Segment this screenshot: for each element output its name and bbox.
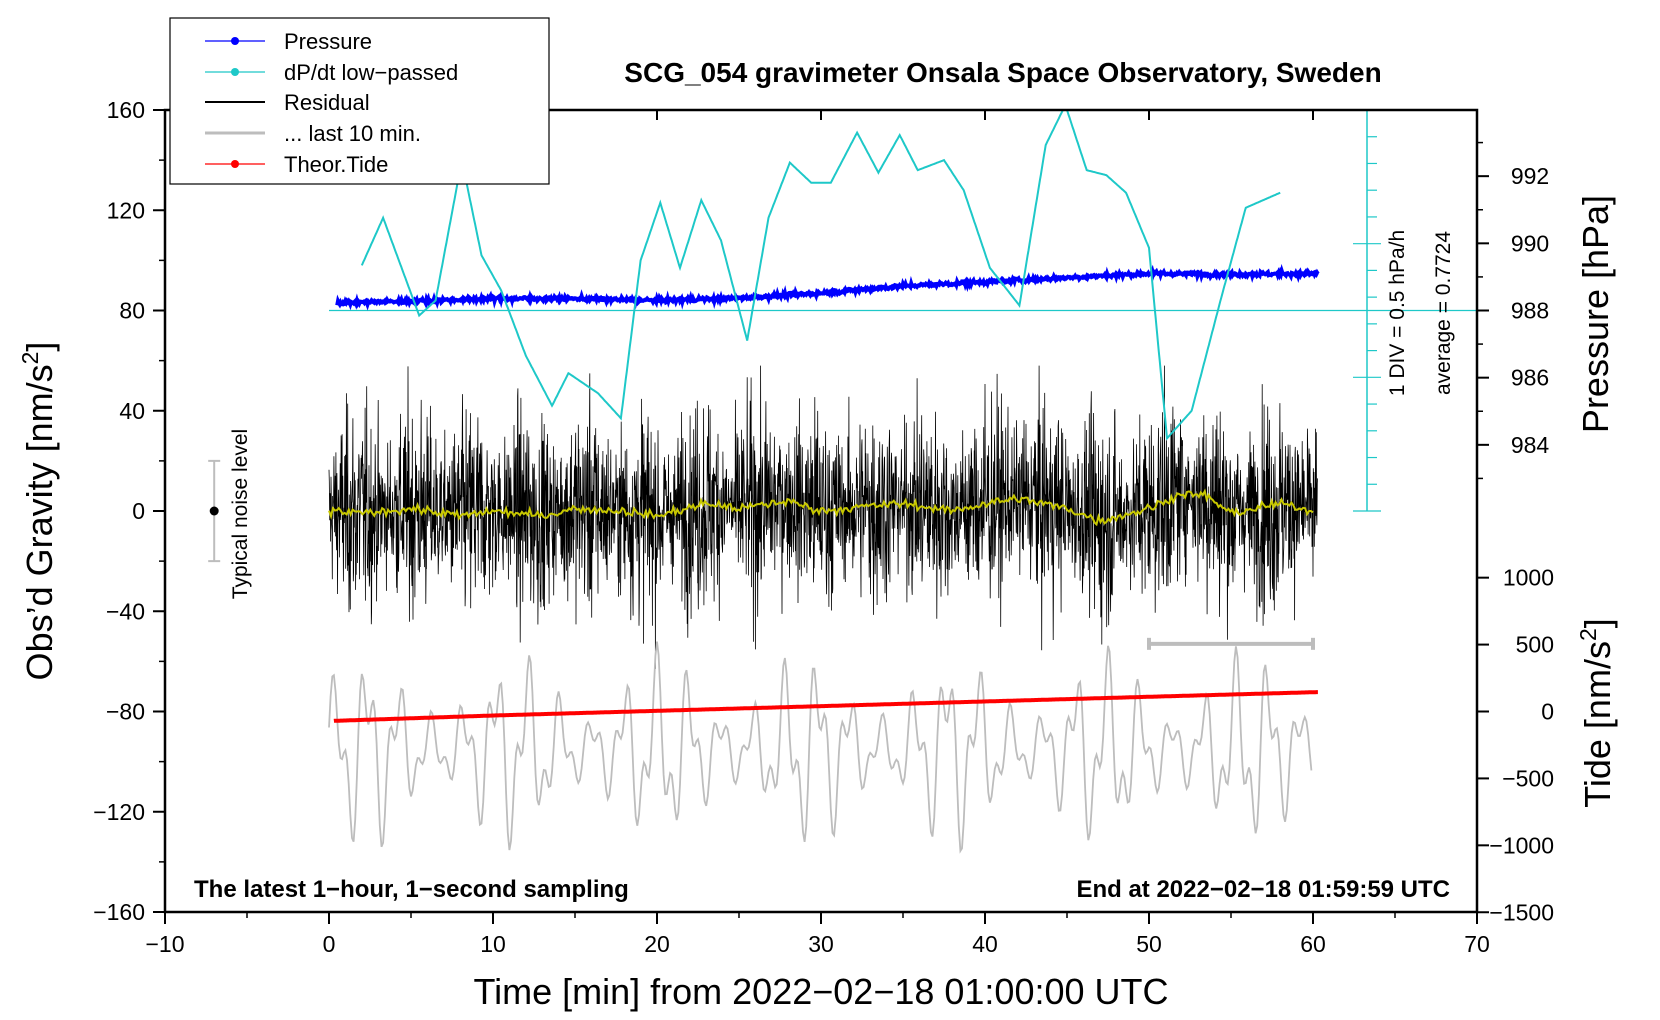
- pressure-tick-label: 984: [1511, 432, 1550, 458]
- legend-marker-dpdt: [231, 68, 239, 76]
- legend-label-tide: Theor.Tide: [284, 152, 388, 177]
- tide-tick-label: −500: [1502, 765, 1554, 791]
- chart-title: SCG_054 gravimeter Onsala Space Observat…: [624, 57, 1381, 88]
- legend-label-residual: Residual: [284, 90, 370, 115]
- y-tick-label: 0: [132, 498, 145, 524]
- pressure-tick-label: 992: [1511, 163, 1549, 189]
- legend-label-dpdt: dP/dt low−passed: [284, 60, 458, 85]
- tide-axis-label-end: ]: [1577, 618, 1618, 628]
- tide-tick-label: −1000: [1489, 832, 1554, 858]
- average-label: average = 0.7724: [1432, 231, 1455, 395]
- y-tick-label: −40: [106, 598, 145, 624]
- tide-axis-label-text: Tide [nm/s: [1577, 641, 1618, 808]
- y-tick-label: −80: [106, 699, 145, 725]
- x-tick-label: 20: [644, 931, 670, 957]
- x-tick-label: 50: [1136, 931, 1162, 957]
- y-axis-label-left-end: ]: [19, 342, 60, 352]
- y-axis-label-left-text: Obs’d Gravity [nm/s: [19, 364, 60, 680]
- legend: Pressure dP/dt low−passed Residual ... l…: [169, 17, 550, 185]
- plot-layer: [208, 109, 1477, 854]
- x-axis-label: Time [min] from 2022−02−18 01:00:00 UTC: [473, 971, 1168, 1012]
- y-tick-label: −160: [93, 899, 145, 925]
- residual-mean-line: [328, 488, 1314, 527]
- x-tick-label: 60: [1300, 931, 1326, 957]
- y-tick-label: 160: [107, 97, 145, 123]
- y-axis-label-left: Obs’d Gravity [nm/s2]: [17, 342, 60, 681]
- tide-tick-label: 1000: [1503, 565, 1554, 591]
- x-tick-label: 70: [1464, 931, 1490, 957]
- tide-axis-label: Tide [nm/s2]: [1575, 618, 1618, 808]
- noise-level-dot: [209, 506, 219, 516]
- theor-tide-line: [333, 690, 1318, 723]
- tide-tick-label: 0: [1541, 699, 1554, 725]
- dpdt-line: [360, 109, 1281, 441]
- y-tick-label: 120: [107, 197, 145, 223]
- tide-tick-label: −1500: [1489, 899, 1554, 925]
- x-tick-label: −10: [145, 931, 184, 957]
- x-tick-label: 10: [480, 931, 506, 957]
- pressure-tick-label: 986: [1511, 365, 1549, 391]
- y-axis-label-left-sup: 2: [17, 352, 43, 365]
- legend-marker-pressure: [231, 37, 239, 45]
- div-label: 1 DIV = 0.5 hPa/h: [1386, 230, 1409, 396]
- legend-marker-tide: [231, 160, 239, 168]
- x-tick-label: 0: [323, 931, 336, 957]
- pressure-tick-label: 988: [1511, 298, 1549, 324]
- x-tick-label: 40: [972, 931, 998, 957]
- x-tick-label: 30: [808, 931, 834, 957]
- noise-label: Typical noise level: [229, 429, 252, 599]
- y-tick-label: 80: [119, 298, 145, 324]
- pressure-line: [335, 263, 1320, 311]
- bottom-left-note: The latest 1−hour, 1−second sampling: [194, 876, 629, 903]
- tide-tick-label: 500: [1516, 632, 1554, 658]
- tide-axis-label-sup: 2: [1575, 628, 1601, 641]
- bottom-right-note: End at 2022−02−18 01:59:59 UTC: [1076, 876, 1450, 903]
- legend-label-last10: ... last 10 min.: [284, 121, 421, 146]
- pressure-tick-label: 990: [1511, 230, 1549, 256]
- residual-line: [328, 365, 1318, 669]
- y-tick-label: 40: [119, 398, 145, 424]
- legend-label-pressure: Pressure: [284, 29, 372, 54]
- last-10-min-line: [328, 641, 1313, 854]
- pressure-axis-label: Pressure [hPa]: [1575, 195, 1616, 433]
- y-tick-label: −120: [93, 799, 145, 825]
- axes-layer: −10 0 10 20 30 40 50 60 70 160 120 80 40 0 −40 −80 −120 −…: [93, 97, 1554, 957]
